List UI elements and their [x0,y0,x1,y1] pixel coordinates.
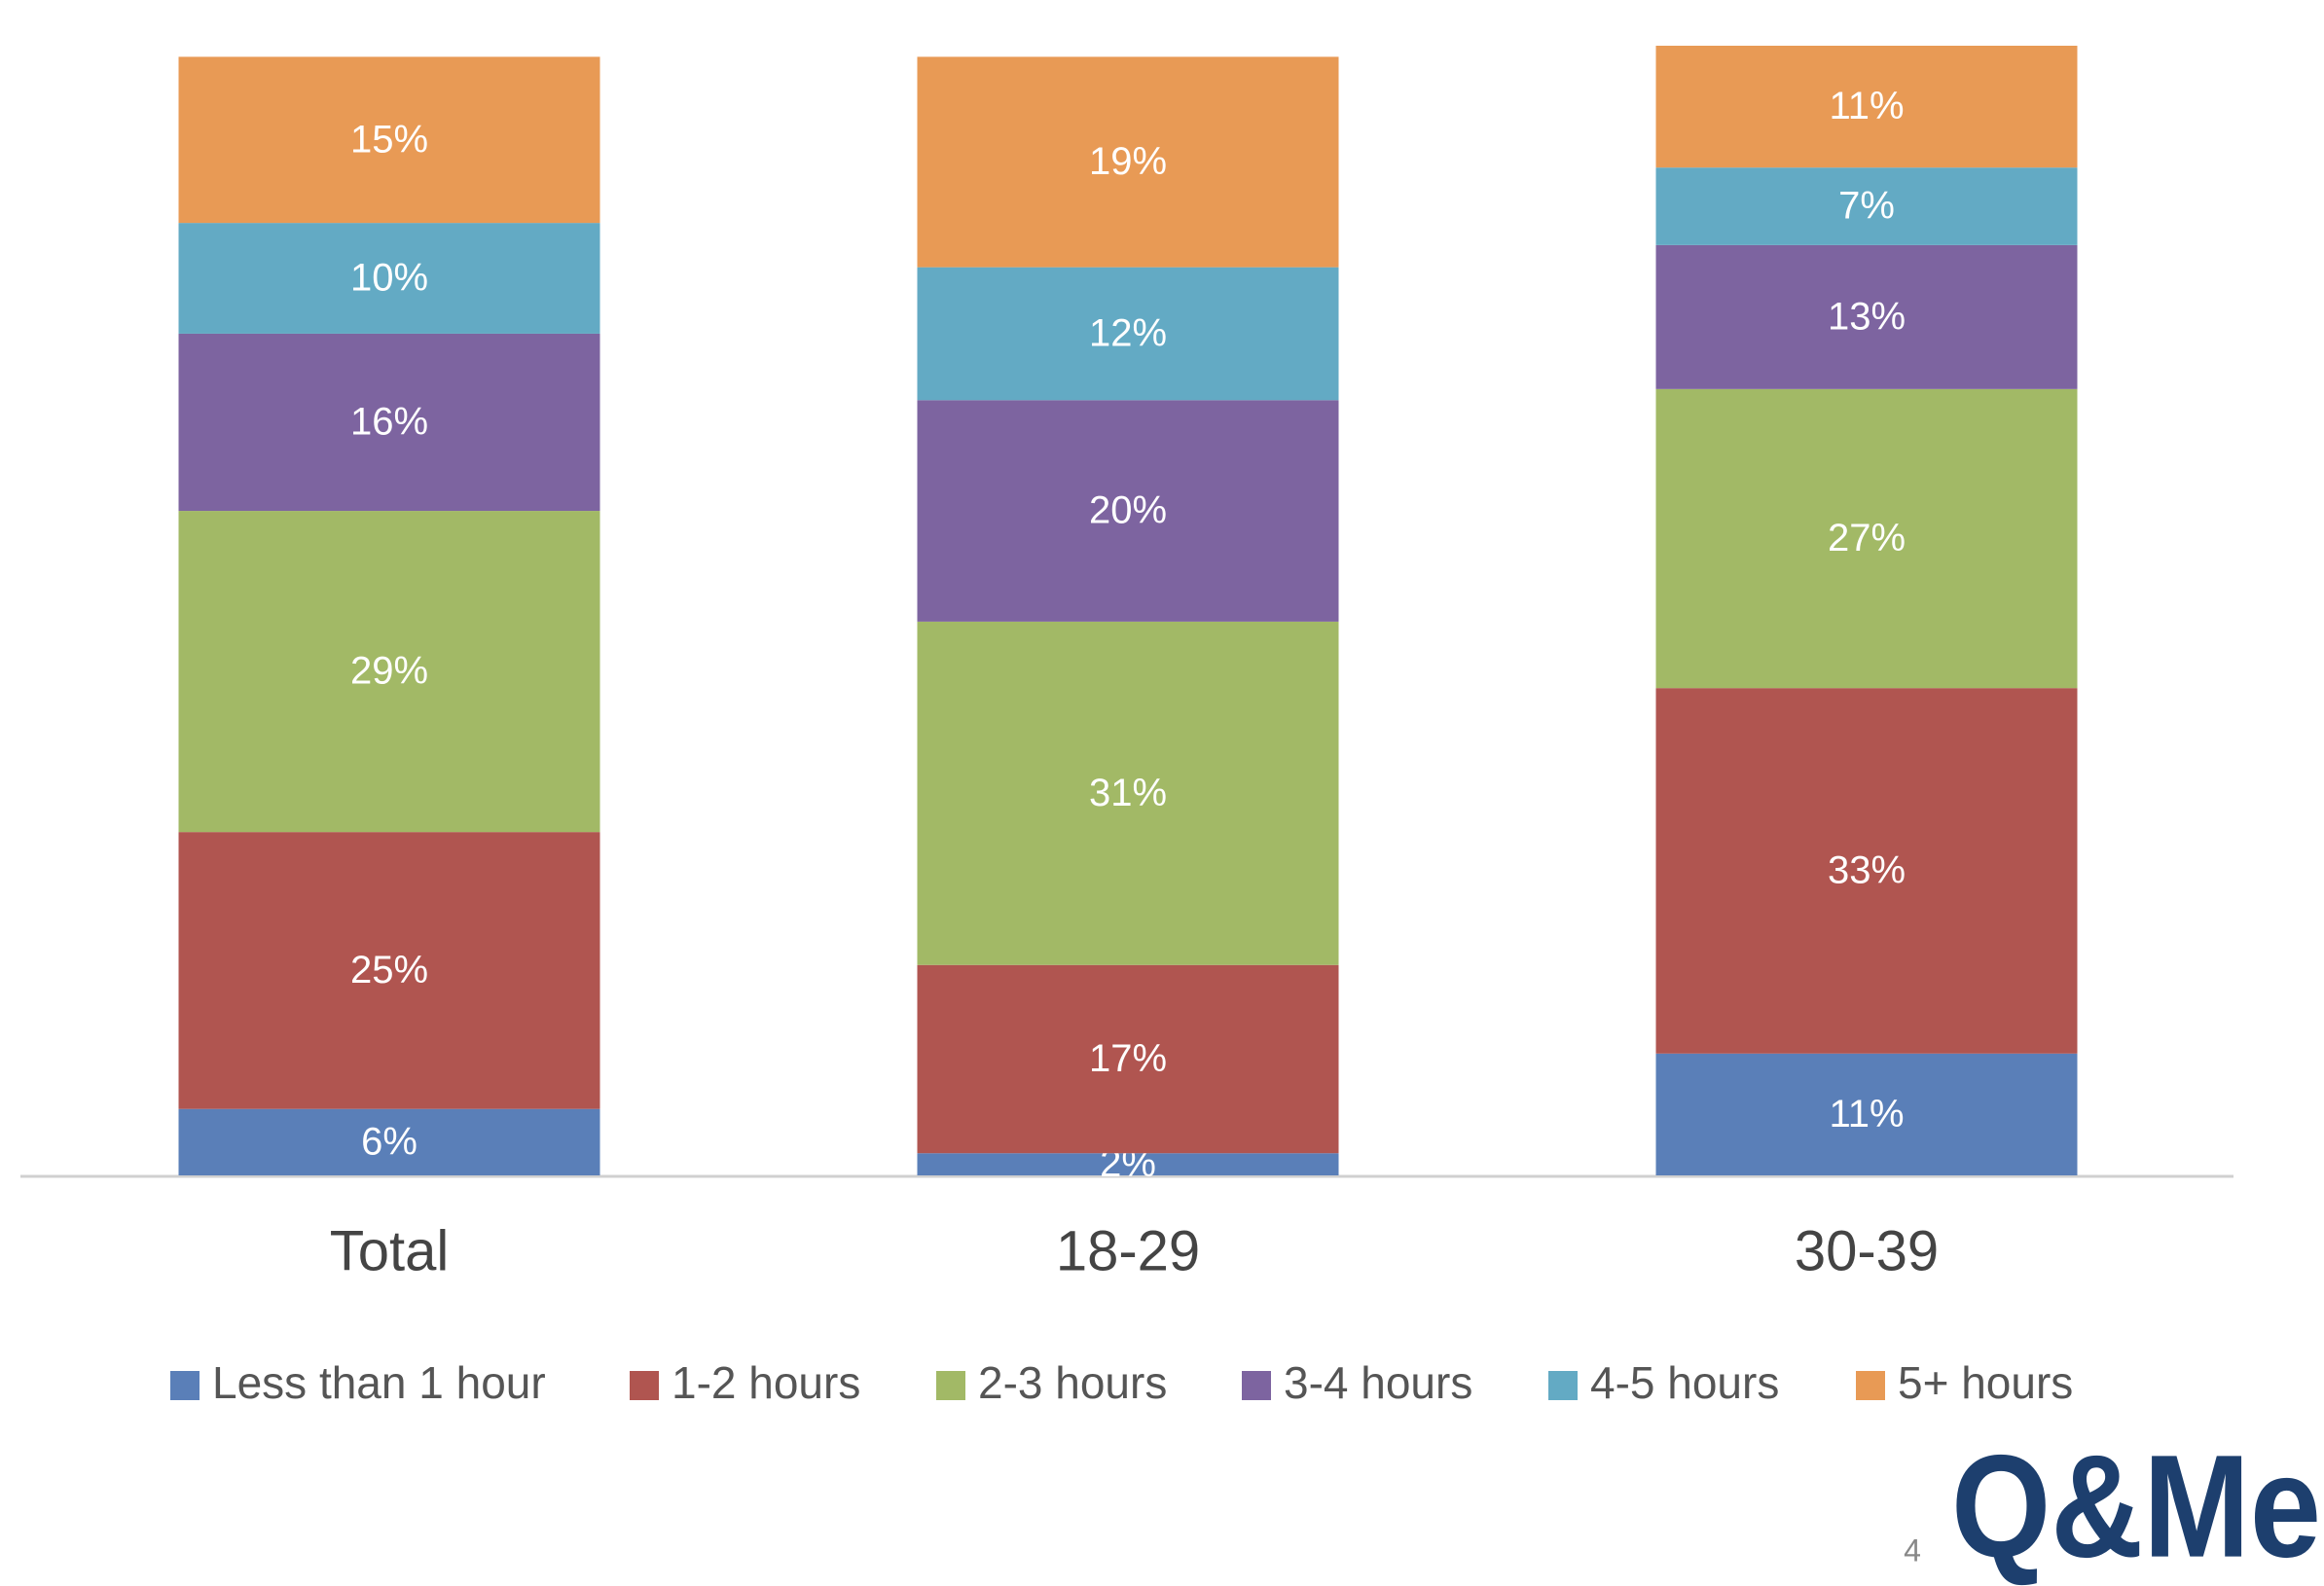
value-label: 12% [1089,312,1167,355]
legend-swatch [936,1371,965,1400]
bar-segment [1655,167,2078,245]
bar-segment [1655,1053,2078,1175]
value-label: 19% [1089,140,1167,183]
bar-segment [917,400,1339,622]
legend-label: 2-3 hours [978,1357,1167,1408]
bar-segment [1655,388,2078,689]
value-label: 6% [361,1120,418,1163]
legend-label: 4-5 hours [1590,1357,1779,1408]
legend-swatch [1242,1371,1271,1400]
bar-segment [178,333,600,512]
legend-label: 3-4 hours [1284,1357,1472,1408]
bar-segment [1655,46,2078,168]
value-label: 27% [1828,517,1906,559]
x-tick-label: 30-39 [1795,1219,1939,1282]
legend-label: 1-2 hours [672,1357,860,1408]
legend-label: 5+ hours [1898,1357,2073,1408]
bar-segment [917,964,1339,1154]
value-label: 29% [350,650,428,693]
x-tick-label: 18-29 [1056,1219,1200,1282]
bar-segment [178,56,600,224]
bar-segment [917,621,1339,965]
value-label: 7% [1838,185,1895,228]
bar-segment [178,832,600,1109]
bar-segment [917,56,1339,268]
value-label: 13% [1828,295,1906,338]
value-label: 16% [350,401,428,444]
x-tick-label: Total [330,1219,450,1282]
value-label: 17% [1089,1037,1167,1080]
legend-swatch [1548,1371,1578,1400]
value-label: 11% [1829,1093,1904,1135]
bar-segment [917,267,1339,401]
page-number: 4 [1904,1532,1921,1568]
logo: Q&Me [1951,1424,2321,1586]
value-label: 15% [350,118,428,161]
bar-segment [1655,244,2078,389]
value-label: 25% [350,949,428,991]
bar-segment [178,223,600,334]
bar-segment [917,1153,1339,1175]
legend-label: Less than 1 hour [212,1357,546,1408]
legend-swatch [630,1371,659,1400]
legend-swatch [1856,1371,1885,1400]
bar-segment [178,1108,600,1175]
bar-segment [178,511,600,833]
value-label: 33% [1828,849,1906,892]
value-label: 31% [1089,772,1167,814]
value-label: 20% [1089,489,1167,532]
value-label: 11% [1829,85,1904,127]
value-label: 10% [350,257,428,300]
bar-segment [1655,688,2078,1054]
legend-swatch [170,1371,200,1400]
